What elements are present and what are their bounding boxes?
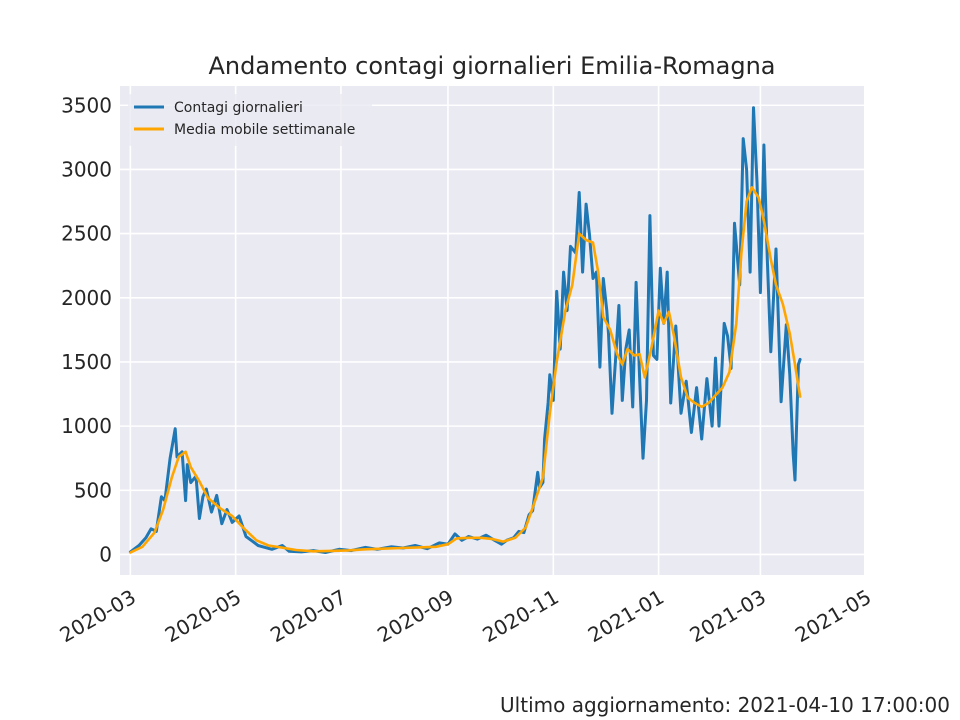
chart-title: Andamento contagi giornalieri Emilia-Rom… <box>208 52 775 80</box>
y-tick-label: 1500 <box>61 350 112 374</box>
plot-background <box>120 86 864 575</box>
y-tick-label: 500 <box>74 478 112 502</box>
legend-label-contagi: Contagi giornalieri <box>174 100 303 116</box>
x-tick-label: 2020-09 <box>373 585 457 648</box>
x-tick-label: 2021-05 <box>791 585 875 648</box>
x-tick-label: 2020-05 <box>161 585 245 648</box>
legend-box <box>128 94 372 146</box>
y-axis-ticks: 0 500 1000 1500 2000 2500 3000 3500 <box>61 93 112 566</box>
y-tick-label: 3500 <box>61 93 112 117</box>
last-update-text: Ultimo aggiornamento: 2021-04-10 17:00:0… <box>500 693 950 717</box>
legend: Contagi giornalieri Media mobile settima… <box>128 94 372 146</box>
x-tick-label: 2020-11 <box>478 585 562 648</box>
x-axis-ticks: 2020-03 2020-05 2020-07 2020-09 2020-11 2021-… <box>55 585 875 648</box>
y-tick-label: 3000 <box>61 157 112 181</box>
y-tick-label: 0 <box>99 542 112 566</box>
series-layer <box>128 106 802 554</box>
x-tick-label: 2020-07 <box>266 585 350 648</box>
legend-label-media: Media mobile settimanale <box>174 122 355 138</box>
series-line-contagi <box>128 106 802 554</box>
x-tick-label: 2021-01 <box>584 585 668 648</box>
y-tick-label: 1000 <box>61 414 112 438</box>
y-tick-label: 2000 <box>61 286 112 310</box>
x-tick-label: 2020-03 <box>55 585 139 648</box>
y-tick-label: 2500 <box>61 222 112 246</box>
x-tick-label: 2021-03 <box>686 585 770 648</box>
series-line-media-mobile <box>129 186 802 554</box>
